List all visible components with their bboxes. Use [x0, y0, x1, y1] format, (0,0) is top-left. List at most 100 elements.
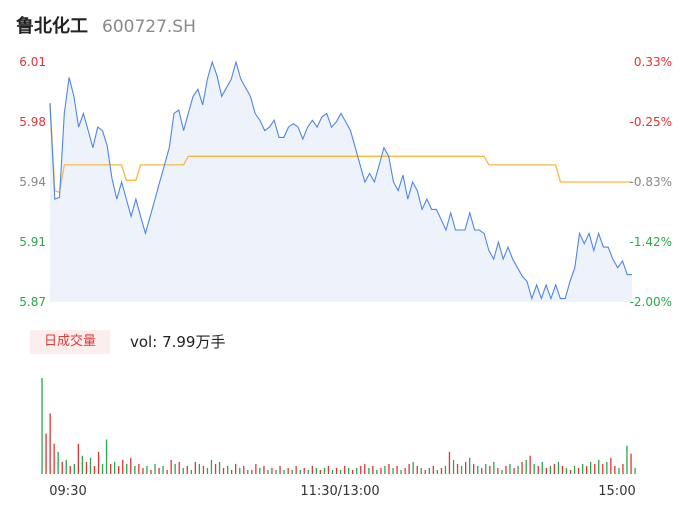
- volume-bar: [420, 467, 422, 474]
- volume-bar: [53, 443, 55, 474]
- volume-bar: [170, 459, 172, 474]
- price-tick-label: 5.98: [19, 115, 46, 129]
- volume-bar: [331, 470, 334, 474]
- volume-bar: [428, 467, 430, 474]
- volume-readout: vol: 7.99万手: [130, 330, 225, 354]
- volume-bar: [339, 470, 342, 474]
- stock-header: 鲁北化工 600727.SH: [16, 12, 196, 40]
- volume-bar: [501, 470, 503, 474]
- volume-bar: [416, 465, 418, 474]
- volume-bar: [493, 461, 495, 474]
- volume-bar: [533, 463, 535, 474]
- volume-label: vol:: [130, 333, 158, 351]
- volume-bar: [231, 470, 233, 474]
- volume-bar: [408, 463, 410, 474]
- volume-bar: [255, 463, 257, 474]
- volume-bar: [130, 457, 132, 474]
- volume-bar: [158, 467, 160, 474]
- volume-bar: [436, 470, 438, 474]
- volume-bar: [505, 465, 507, 474]
- percent-tick-label: -2.00%: [630, 295, 672, 309]
- volume-bar: [545, 467, 547, 474]
- volume-bar: [210, 459, 213, 474]
- volume-bar: [424, 470, 426, 474]
- volume-bar: [122, 459, 124, 474]
- daily-volume-tab[interactable]: 日成交量: [30, 330, 110, 354]
- volume-bar: [142, 467, 144, 474]
- volume-bar: [134, 465, 136, 474]
- volume-bar: [606, 461, 608, 474]
- volume-bar: [590, 461, 592, 474]
- volume-bar: [356, 467, 358, 474]
- volume-bar: [561, 465, 564, 474]
- volume-bar: [307, 470, 309, 474]
- volume-bar: [372, 465, 374, 474]
- volume-bar: [263, 465, 265, 474]
- volume-bar: [513, 467, 515, 474]
- volume-bar: [275, 470, 277, 474]
- volume-bar: [485, 463, 487, 474]
- volume-bar: [460, 465, 463, 474]
- volume-bar: [388, 463, 390, 474]
- volume-bar: [198, 463, 200, 474]
- volume-bar: [521, 461, 523, 474]
- volume-value: 7.99万手: [162, 333, 226, 351]
- volume-bar: [279, 465, 281, 474]
- volume-bar: [553, 463, 555, 474]
- volume-bar: [150, 470, 152, 474]
- volume-bar: [469, 457, 471, 474]
- volume-bar: [41, 378, 43, 474]
- percent-tick-label: -0.83%: [630, 175, 672, 189]
- volume-bar: [323, 467, 326, 474]
- volume-bar: [537, 465, 539, 474]
- volume-bar: [105, 439, 108, 474]
- volume-bar: [206, 467, 209, 474]
- volume-bar: [222, 467, 225, 474]
- volume-bar: [299, 470, 301, 474]
- volume-bar: [251, 470, 253, 474]
- volume-bar: [77, 443, 79, 474]
- volume-bar: [287, 467, 289, 474]
- price-tick-label: 5.87: [19, 295, 46, 309]
- volume-bar: [456, 463, 459, 474]
- volume-bar: [81, 455, 83, 474]
- volume-bar: [364, 463, 366, 474]
- volume-bar: [626, 445, 628, 474]
- volume-bar: [190, 470, 192, 474]
- time-tick-label: 11:30/13:00: [300, 484, 379, 499]
- volume-bar: [448, 451, 451, 474]
- volume-bar: [259, 467, 261, 474]
- volume-bar: [594, 463, 596, 474]
- volume-bar: [182, 467, 184, 474]
- volume-bar: [577, 467, 580, 474]
- volume-bar: [291, 470, 293, 474]
- average-price-line: [49, 103, 632, 194]
- volume-bar: [202, 465, 205, 474]
- volume-bar: [315, 467, 317, 474]
- volume-bar: [432, 465, 434, 474]
- volume-bar: [368, 467, 370, 474]
- volume-bar: [162, 465, 164, 474]
- volume-bar: [154, 463, 156, 474]
- volume-bar: [65, 459, 67, 474]
- stock-code: 600727.SH: [102, 17, 196, 37]
- volume-bar: [509, 463, 511, 474]
- volume-bar: [235, 463, 237, 474]
- volume-bar: [239, 467, 241, 474]
- volume-bar: [97, 451, 100, 474]
- time-tick-label: 09:30: [49, 484, 86, 499]
- volume-bar: [549, 465, 551, 474]
- volume-bar: [93, 465, 96, 474]
- percent-tick-label: -0.25%: [630, 115, 672, 129]
- volume-bar: [218, 461, 221, 474]
- volume-bar: [344, 465, 346, 474]
- price-line: [49, 59, 632, 301]
- volume-bar: [89, 457, 92, 474]
- volume-bar: [126, 463, 128, 474]
- volume-bar: [392, 467, 394, 474]
- volume-bar: [525, 459, 527, 474]
- volume-bar: [146, 465, 148, 474]
- volume-bar: [565, 467, 568, 474]
- volume-bar: [400, 470, 402, 474]
- volume-bar: [529, 455, 531, 474]
